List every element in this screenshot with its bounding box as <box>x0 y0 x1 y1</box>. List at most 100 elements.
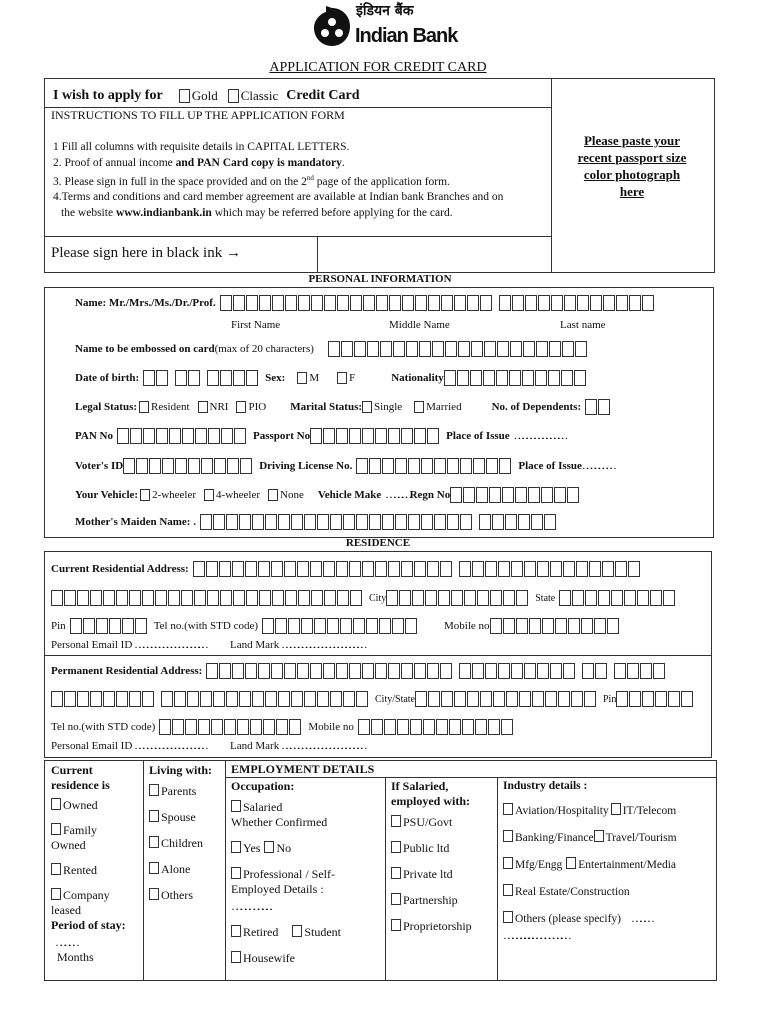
character-box[interactable] <box>188 370 201 386</box>
character-box[interactable] <box>490 590 503 606</box>
character-box[interactable] <box>602 295 615 311</box>
character-box[interactable] <box>497 561 510 577</box>
character-box[interactable] <box>227 458 240 474</box>
character-box[interactable] <box>606 618 619 634</box>
character-box[interactable] <box>142 428 155 444</box>
character-box[interactable] <box>558 691 570 707</box>
character-box[interactable] <box>322 561 335 577</box>
character-box[interactable] <box>296 561 309 577</box>
character-box[interactable] <box>575 561 588 577</box>
nationality-field[interactable] <box>443 370 593 386</box>
character-box[interactable] <box>168 428 181 444</box>
character-box[interactable] <box>491 514 504 530</box>
character-box[interactable] <box>271 663 284 679</box>
character-box[interactable] <box>288 618 301 634</box>
character-box[interactable] <box>143 370 156 386</box>
character-box[interactable] <box>627 663 640 679</box>
resident-checkbox[interactable] <box>139 401 150 413</box>
character-box[interactable] <box>232 663 245 679</box>
character-box[interactable] <box>289 719 302 735</box>
character-box[interactable] <box>489 618 502 634</box>
permanent-email-field[interactable]: …………………………………………….. <box>134 740 200 752</box>
character-box[interactable] <box>323 295 336 311</box>
character-box[interactable] <box>388 295 401 311</box>
character-box[interactable] <box>336 428 349 444</box>
character-box[interactable] <box>414 663 427 679</box>
character-box[interactable] <box>194 590 206 606</box>
character-box[interactable] <box>440 663 453 679</box>
private-ltd-checkbox[interactable] <box>391 867 401 879</box>
character-box[interactable] <box>509 341 522 357</box>
period-of-stay-field[interactable]: ………… <box>55 935 80 949</box>
character-box[interactable] <box>413 561 426 577</box>
character-box[interactable] <box>408 458 421 474</box>
character-box[interactable] <box>412 590 425 606</box>
character-box[interactable] <box>521 370 534 386</box>
current-tel-field[interactable] <box>262 618 424 634</box>
character-box[interactable] <box>422 719 435 735</box>
character-box[interactable] <box>343 691 355 707</box>
confirmed-no-checkbox[interactable] <box>264 841 275 853</box>
others-living-checkbox[interactable] <box>149 888 159 900</box>
passport-field[interactable] <box>310 428 446 444</box>
character-box[interactable] <box>650 590 663 606</box>
permanent-mobile-field[interactable] <box>357 719 520 735</box>
character-box[interactable] <box>439 561 452 577</box>
character-box[interactable] <box>366 618 379 634</box>
character-box[interactable] <box>440 295 453 311</box>
current-state-field[interactable] <box>559 590 682 606</box>
character-box[interactable] <box>464 590 477 606</box>
character-box[interactable] <box>595 663 608 679</box>
character-box[interactable] <box>207 428 220 444</box>
public-ltd-checkbox[interactable] <box>391 841 401 853</box>
character-box[interactable] <box>431 341 444 357</box>
character-box[interactable] <box>467 691 479 707</box>
character-box[interactable] <box>51 590 63 606</box>
character-box[interactable] <box>159 719 172 735</box>
character-box[interactable] <box>401 295 414 311</box>
character-box[interactable] <box>515 618 528 634</box>
character-box[interactable] <box>136 458 149 474</box>
character-box[interactable] <box>353 618 366 634</box>
character-box[interactable] <box>336 295 349 311</box>
character-box[interactable] <box>409 719 422 735</box>
character-box[interactable] <box>231 561 244 577</box>
character-box[interactable] <box>537 295 550 311</box>
dependents-field[interactable] <box>585 399 617 415</box>
character-box[interactable] <box>563 663 576 679</box>
character-box[interactable] <box>541 618 554 634</box>
character-box[interactable] <box>392 341 405 357</box>
character-box[interactable] <box>477 590 490 606</box>
character-box[interactable] <box>480 691 492 707</box>
character-box[interactable] <box>258 295 271 311</box>
character-box[interactable] <box>427 663 440 679</box>
character-box[interactable] <box>470 341 483 357</box>
character-box[interactable] <box>601 561 614 577</box>
nri-checkbox[interactable] <box>197 401 208 413</box>
permanent-tel-field[interactable] <box>159 719 308 735</box>
character-box[interactable] <box>450 487 463 503</box>
character-box[interactable] <box>220 428 233 444</box>
salaried-checkbox[interactable] <box>231 800 241 812</box>
character-box[interactable] <box>323 428 336 444</box>
character-box[interactable] <box>447 458 460 474</box>
character-box[interactable] <box>310 295 323 311</box>
character-box[interactable] <box>218 561 231 577</box>
character-box[interactable] <box>418 341 431 357</box>
character-box[interactable] <box>155 428 168 444</box>
rented-checkbox[interactable] <box>51 863 61 875</box>
character-box[interactable] <box>379 341 392 357</box>
character-box[interactable] <box>461 719 474 735</box>
character-box[interactable] <box>192 561 205 577</box>
character-box[interactable] <box>482 370 495 386</box>
company-leased-checkbox[interactable] <box>51 888 61 900</box>
others-industry-field[interactable]: ………………. …………………………….. <box>503 930 563 942</box>
character-box[interactable] <box>356 458 369 474</box>
character-box[interactable] <box>585 590 598 606</box>
character-box[interactable] <box>534 370 547 386</box>
character-box[interactable] <box>655 691 668 707</box>
classic-checkbox[interactable] <box>227 89 239 103</box>
mfg-checkbox[interactable] <box>503 857 513 869</box>
others-industry-checkbox[interactable] <box>503 911 513 923</box>
character-box[interactable] <box>284 663 297 679</box>
